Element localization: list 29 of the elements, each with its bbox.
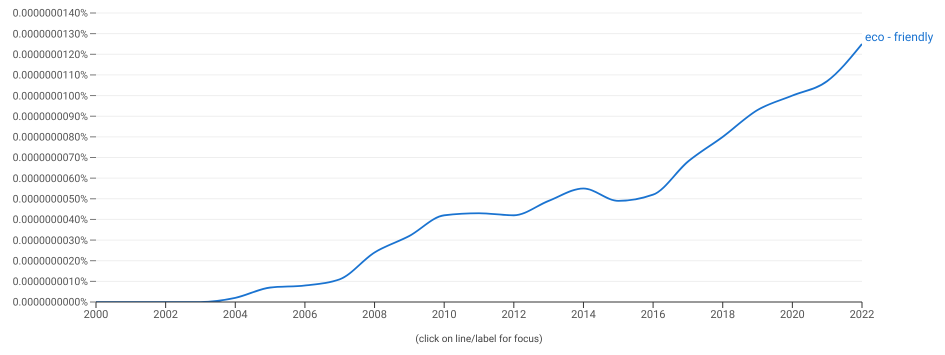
x-axis-title: (click on line/label for focus) [415, 333, 543, 345]
y-tick-label: 0.0000000030% [12, 234, 88, 247]
y-tick-label: 0.0000000120% [12, 48, 88, 62]
series-label: eco - friendly [865, 30, 934, 44]
x-tick-label: 2002 [153, 308, 178, 321]
x-tick-label: 2016 [640, 308, 666, 321]
x-tick-label: 2006 [292, 308, 318, 321]
y-tick-label: 0.0000000110% [12, 68, 88, 82]
x-tick-label: 2008 [362, 308, 387, 321]
y-tick-label: 0.0000000050% [12, 192, 88, 206]
y-tick-label: 0.0000000040% [12, 213, 88, 226]
x-tick-label: 2018 [710, 308, 736, 321]
y-tick-label: 0.0000000130% [12, 27, 88, 40]
y-tick-label: 0.0000000140% [12, 6, 88, 20]
y-tick-label: 0.0000000090% [12, 110, 88, 123]
y-tick-label: 0.0000000060% [12, 172, 88, 185]
x-tick-label: 2000 [84, 308, 108, 321]
x-tick-label: 2022 [850, 308, 874, 321]
x-tick-label: 2012 [501, 308, 526, 321]
x-tick-label: 2004 [222, 308, 248, 321]
y-tick-label: 0.0000000080% [12, 130, 88, 144]
x-tick-label: 2010 [432, 308, 457, 321]
y-tick-label: 0.0000000100% [12, 89, 88, 102]
x-tick-label: 2020 [780, 308, 805, 321]
y-tick-label: 0.0000000020% [12, 254, 88, 268]
x-tick-label: 2014 [571, 308, 596, 321]
y-tick-label: 0.0000000000% [12, 296, 88, 309]
y-tick-label: 0.0000000010% [12, 275, 88, 288]
y-tick-label: 0.0000000070% [12, 151, 88, 164]
